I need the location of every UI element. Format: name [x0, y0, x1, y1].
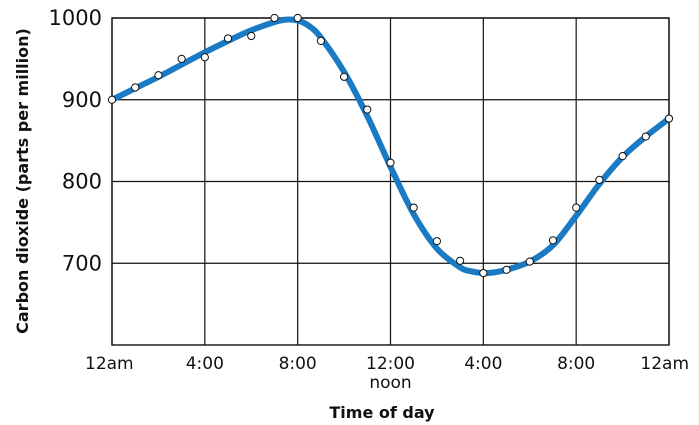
y-tick-label: 800	[62, 170, 102, 194]
measured-point	[618, 152, 627, 161]
y-tick-label: 700	[62, 251, 102, 275]
measured-points	[107, 13, 674, 278]
measured-point	[641, 132, 650, 141]
measured-point	[595, 175, 604, 184]
measured-point	[409, 203, 418, 212]
measured-point	[456, 256, 465, 265]
y-axis-title: Carbon dioxide (parts per million)	[13, 28, 32, 334]
measured-point	[270, 13, 279, 23]
measured-point	[572, 203, 581, 212]
measured-point	[316, 36, 325, 45]
measured-point	[479, 268, 488, 278]
x-tick-label: 12:00	[366, 354, 415, 374]
x-tick-label: 4:00	[186, 354, 224, 374]
x-tick-label: 12am	[85, 354, 134, 374]
measured-point	[200, 53, 209, 62]
measured-point	[293, 13, 302, 23]
measured-point	[386, 158, 395, 167]
grid	[111, 17, 670, 346]
x-tick-sublabel: noon	[369, 373, 411, 393]
measured-point	[223, 34, 233, 43]
measured-point	[131, 83, 140, 92]
measured-point	[525, 257, 534, 266]
measured-point	[247, 31, 256, 41]
x-tick-label: 12am	[640, 354, 689, 374]
measured-point	[664, 114, 674, 123]
x-axis-title: Time of day	[329, 403, 435, 422]
y-tick-label: 900	[62, 88, 102, 112]
measured-point	[432, 237, 442, 246]
x-tick-label: 4:00	[464, 354, 502, 374]
measured-point	[177, 54, 186, 63]
measured-point	[107, 95, 117, 104]
x-tick-label: 8:00	[279, 354, 317, 374]
measured-point	[154, 71, 163, 80]
measured-point	[363, 105, 372, 114]
x-tick-label: 8:00	[557, 354, 595, 374]
measured-point	[339, 72, 349, 81]
y-tick-labels: 700 800 900 1000	[49, 6, 102, 275]
measured-point	[502, 265, 511, 274]
y-tick-label: 1000	[49, 6, 102, 30]
measured-point	[548, 236, 558, 245]
